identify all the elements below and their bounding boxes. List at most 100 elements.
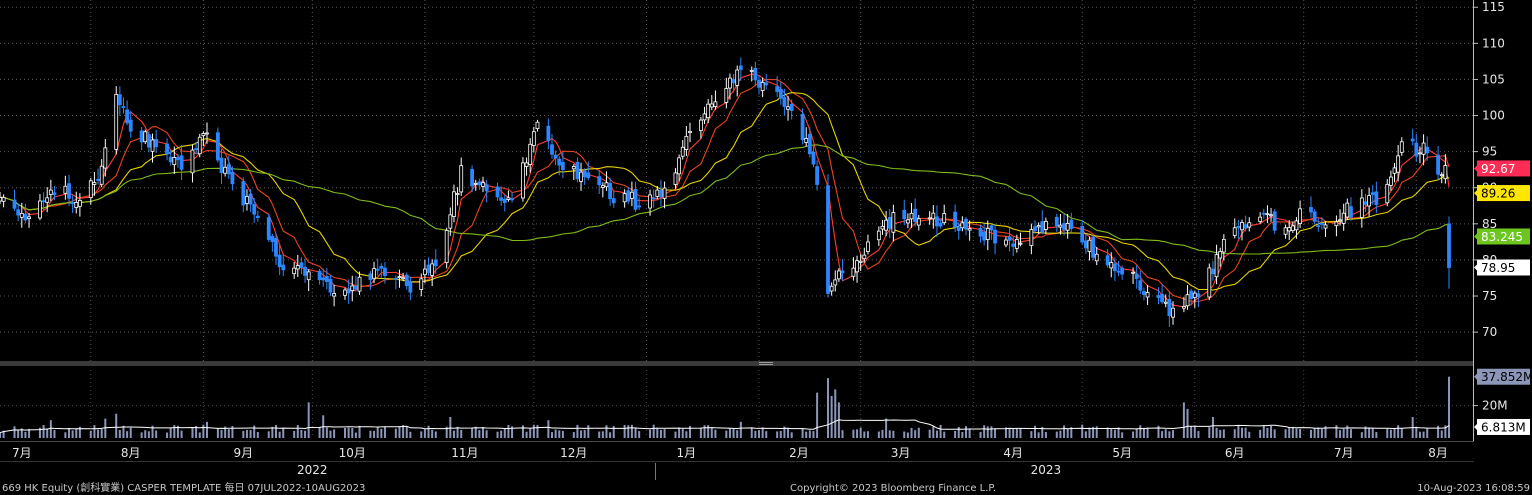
candle-body [150,139,155,152]
candle-body [317,270,322,281]
candle-body [866,241,870,252]
candle-body [1080,226,1085,243]
volume-bar [242,430,245,438]
volume-bar [38,427,41,438]
candle-body [967,228,972,231]
candle-body [855,260,859,273]
volume-bar [449,416,452,438]
candle-body [1374,191,1379,205]
volume-bar [1389,429,1392,438]
volume-bar [1448,376,1450,438]
candle-body [248,193,253,205]
candle-body [938,222,943,227]
volume-bar [471,428,474,438]
candle-body [41,200,46,203]
month-label: 7月 [12,446,32,460]
volume-bar [1186,408,1189,438]
volume-bar [739,421,742,438]
candle-body [1388,176,1393,186]
candle-body [800,113,805,141]
candle-body [1290,225,1295,232]
volume-bar [427,425,430,438]
volume-bar [1004,427,1007,438]
candle-body [117,94,122,106]
panel-separator[interactable] [0,361,1474,366]
candle-body [1004,239,1008,246]
volume-bar [1426,428,1429,438]
volume-bar [1117,427,1120,438]
volume-bar [89,430,92,438]
candle-body [1065,223,1070,231]
volume-bar [1437,425,1440,438]
volume-bar [0,432,1,438]
volume-bar [1339,430,1342,438]
candle-body [1,197,6,202]
volume-bar [409,431,412,438]
volume-bar [445,426,448,438]
volume-bar [957,426,960,438]
volume-bar [689,425,691,438]
volume-bar [852,429,855,438]
volume-bar [325,427,328,438]
volume-bar [1182,402,1185,438]
month-label: 8月 [121,446,141,460]
volume-bar [1219,429,1222,438]
candle-body [764,82,769,86]
volume-bar [1121,432,1124,438]
candle-body [324,276,329,282]
candle-body [1287,227,1292,232]
volume-bar [431,429,434,438]
volume-bar [1313,427,1316,438]
volume-bar [994,428,997,438]
price-value-tag: 78.95 [1474,259,1530,276]
candle-body [1396,155,1401,173]
candle-body [1091,236,1096,258]
volume-bar [1190,426,1193,438]
candle-body [63,185,68,194]
volume-bar [1193,425,1196,438]
candle-body [67,183,71,199]
candle-body [473,182,478,185]
volume-bar [271,426,274,438]
candle-body [807,133,812,155]
volume-bar [1295,428,1298,438]
volume-bar [554,429,557,438]
footer-security-info: 669 HK Equity (創科實業) CASPER TEMPLATE 每日 … [2,481,365,494]
candle-body [1418,152,1422,155]
candle-body [303,266,307,276]
candle-body [277,254,282,268]
volume-bar [307,402,310,438]
volume-bar [834,389,837,438]
candle-body [655,189,660,197]
candle-body [978,227,983,237]
price-value-tag-label: 83.245 [1481,230,1523,244]
volume-bar [990,426,993,438]
candle-body [1261,212,1266,215]
candle-body [1243,224,1248,229]
candle-body [292,267,297,275]
candle-body [506,197,511,200]
candle-body [343,289,347,296]
price-tick-label: 105 [1482,72,1505,86]
year-label: 2022 [297,463,328,477]
volume-bar [282,427,285,438]
candle-body [1298,208,1303,224]
volume-bar [176,425,179,438]
volume-ma-line [0,419,1450,434]
candle-body [1425,146,1430,154]
volume-bar [71,430,74,438]
candle-body [154,139,159,148]
candle-body [956,227,961,231]
volume-bar [750,427,753,438]
volume-bar [485,430,488,438]
candle-body [1033,226,1037,232]
volume-bar [151,425,154,438]
candle-body [1116,270,1121,273]
candle-body [1443,165,1448,180]
volume-bar [728,428,731,438]
volume-bar [754,430,757,438]
candle-body [245,195,249,204]
volume-bar [732,428,735,438]
volume-bar [866,431,869,438]
candle-body [255,215,260,219]
